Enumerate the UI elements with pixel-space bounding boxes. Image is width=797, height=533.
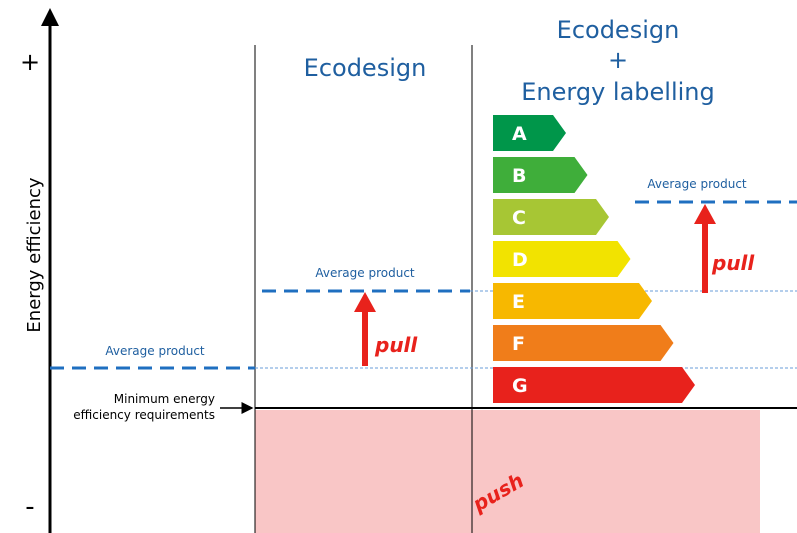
pull-label: pull [374, 333, 418, 357]
axis-label: Energy efficiency [24, 177, 45, 332]
label-bar [493, 325, 674, 361]
pull-arrow-head [694, 204, 716, 224]
pull-label: pull [711, 251, 755, 275]
label-class: G [512, 375, 528, 397]
minimum-label: efficiency requirements [73, 408, 215, 422]
column-title: Ecodesign [557, 16, 680, 44]
average-label: Average product [315, 266, 415, 280]
average-label: Average product [105, 344, 205, 358]
pull-arrow-head [354, 292, 376, 312]
label-bar [493, 199, 609, 235]
column-title: + [608, 46, 628, 74]
average-label: Average product [647, 177, 747, 191]
label-class: F [512, 333, 525, 355]
column-title: Energy labelling [521, 78, 714, 106]
minimum-label: Minimum energy [114, 392, 215, 406]
label-bar [493, 241, 631, 277]
push-zone [255, 410, 760, 533]
y-axis-arrow [41, 8, 59, 26]
minus: - [25, 492, 34, 522]
label-bar [493, 283, 652, 319]
label-class: C [512, 207, 526, 229]
label-class: E [512, 291, 525, 313]
label-bar [493, 367, 695, 403]
label-bar [493, 157, 588, 193]
label-class: A [512, 123, 527, 145]
label-bar [493, 115, 566, 151]
column-title: Ecodesign [304, 54, 427, 82]
plus: + [20, 48, 40, 76]
label-class: D [512, 249, 528, 271]
label-class: B [512, 165, 526, 187]
